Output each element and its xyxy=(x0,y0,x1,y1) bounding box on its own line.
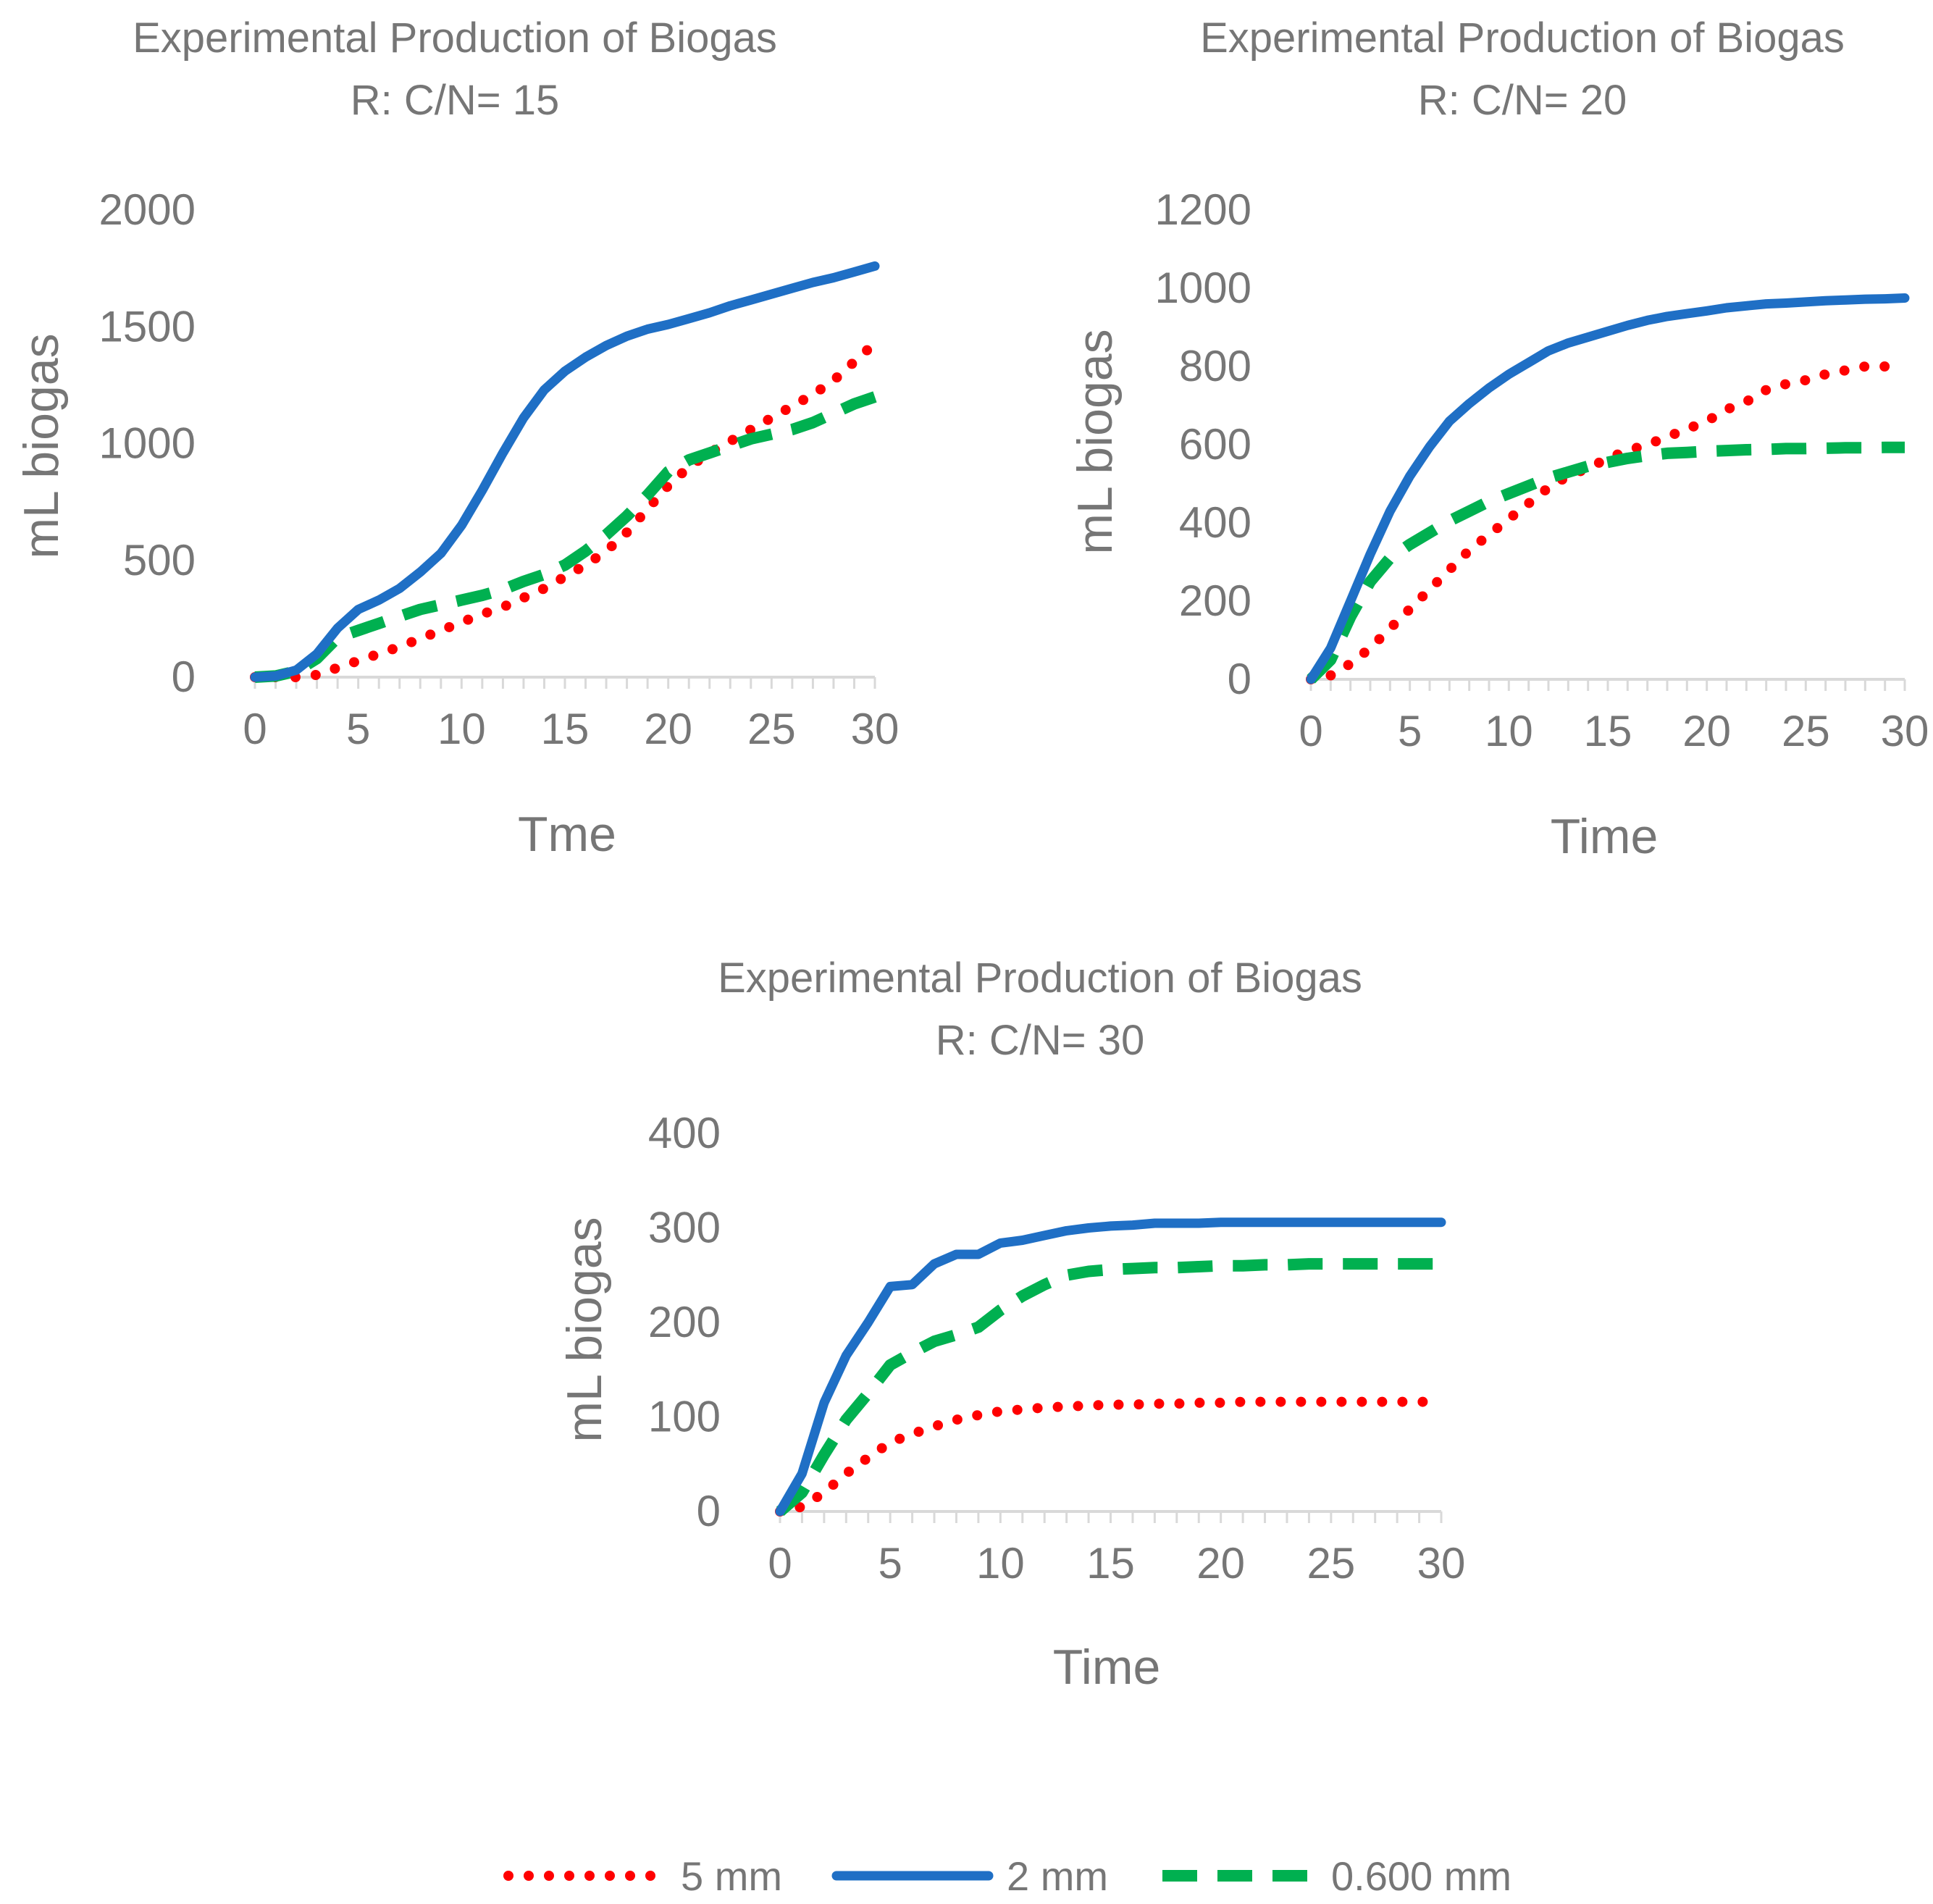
y-axis-title: mL biogas xyxy=(1068,329,1123,554)
series-line-5mm xyxy=(250,337,880,682)
x-tick-label: 10 xyxy=(437,705,486,753)
x-tick-label: 25 xyxy=(747,705,796,753)
x-tick-label: 20 xyxy=(1682,707,1731,755)
legend-item-5mm[interactable]: 5 mm xyxy=(503,1853,782,1899)
x-tick-label: 0 xyxy=(768,1539,792,1588)
x-axis-title: Tme xyxy=(518,807,616,862)
x-tick-label: 0 xyxy=(1299,707,1322,755)
series-layer xyxy=(1306,293,1910,684)
series-line-2mm xyxy=(1306,293,1910,684)
series-line-0600mm xyxy=(776,1258,1441,1517)
y-tick-label: 1500 xyxy=(99,302,196,351)
chart-subtitle: R: C/N= 20 xyxy=(1418,77,1627,124)
y-tick-label: 400 xyxy=(1179,498,1251,547)
series-layer xyxy=(250,261,880,683)
axis-layer xyxy=(1309,678,1906,691)
series-line-0600mm xyxy=(254,391,877,683)
x-tick-label: 25 xyxy=(1307,1539,1355,1588)
y-tick-label: 800 xyxy=(1179,342,1251,390)
y-tick-label: 0 xyxy=(1228,655,1251,703)
y-tick-label: 500 xyxy=(123,536,196,584)
legend: 5 mm 2 mm 0.600 mm xyxy=(503,1853,1511,1899)
tick-label-layer: 0 5 10 15 20 25 30 0 200 400 600 800 1000 1200 xyxy=(1155,185,1929,755)
series-layer xyxy=(775,1217,1446,1517)
chart-subtitle: R: C/N= 15 xyxy=(351,77,560,124)
series-line-0600mm xyxy=(1307,441,1905,684)
tick-label-layer: 0 5 10 15 20 25 30 0 500 1000 1500 2000 xyxy=(99,185,900,753)
y-tick-label: 1000 xyxy=(99,419,196,468)
y-tick-label: 600 xyxy=(1179,420,1251,469)
x-tick-label: 30 xyxy=(1881,707,1929,755)
y-tick-label: 0 xyxy=(172,653,196,701)
x-tick-label: 20 xyxy=(1196,1539,1245,1588)
y-tick-label: 300 xyxy=(648,1204,721,1252)
series-line-5mm xyxy=(775,1396,1446,1517)
y-axis-title: mL biogas xyxy=(14,333,69,558)
chart-subtitle: R: C/N= 30 xyxy=(936,1017,1145,1064)
y-tick-label: 400 xyxy=(648,1109,721,1157)
x-tick-label: 5 xyxy=(1398,707,1422,755)
y-tick-label: 2000 xyxy=(99,185,196,234)
axis-layer xyxy=(253,676,876,689)
y-tick-label: 200 xyxy=(648,1298,721,1346)
legend-item-2mm[interactable]: 2 mm xyxy=(831,1853,1108,1899)
y-tick-label: 100 xyxy=(648,1393,721,1441)
x-tick-label: 20 xyxy=(644,705,692,753)
y-tick-label: 1000 xyxy=(1155,264,1251,312)
legend-label-2mm: 2 mm xyxy=(1007,1853,1108,1899)
chart-title: Experimental Production of Biogas xyxy=(718,955,1362,1002)
x-tick-label: 5 xyxy=(346,705,370,753)
chart-title: Experimental Production of Biogas xyxy=(133,14,777,62)
x-tick-label: 25 xyxy=(1782,707,1830,755)
y-tick-label: 1200 xyxy=(1155,185,1251,234)
y-axis-title: mL biogas xyxy=(557,1217,612,1442)
x-tick-label: 5 xyxy=(878,1539,902,1588)
legend-item-0600mm[interactable]: 0.600 mm xyxy=(1162,1853,1511,1899)
x-tick-label: 15 xyxy=(1584,707,1632,755)
x-tick-label: 0 xyxy=(243,705,267,753)
chart-cn15: Experimental Production of Biogas R: C/N… xyxy=(14,14,899,862)
x-tick-label: 10 xyxy=(1485,707,1533,755)
y-tick-label: 0 xyxy=(697,1487,721,1535)
series-line-5mm xyxy=(1306,361,1910,684)
legend-label-0600mm: 0.600 mm xyxy=(1331,1853,1511,1899)
x-tick-label: 15 xyxy=(1086,1539,1135,1588)
legend-label-5mm: 5 mm xyxy=(681,1853,782,1899)
x-tick-label: 10 xyxy=(976,1539,1025,1588)
x-tick-label: 15 xyxy=(541,705,590,753)
y-tick-label: 200 xyxy=(1179,576,1251,625)
x-tick-label: 30 xyxy=(1417,1539,1466,1588)
chart-cn30: Experimental Production of Biogas R: C/N… xyxy=(557,955,1465,1695)
series-line-2mm xyxy=(250,261,880,682)
axis-layer xyxy=(779,1510,1443,1523)
x-axis-title: Time xyxy=(1053,1640,1161,1695)
x-axis-title: Time xyxy=(1551,809,1659,864)
x-tick-label: 30 xyxy=(851,705,900,753)
series-line-2mm xyxy=(775,1217,1446,1517)
chart-cn20: Experimental Production of Biogas R: C/N… xyxy=(1068,14,1929,864)
chart-title: Experimental Production of Biogas xyxy=(1200,14,1845,62)
